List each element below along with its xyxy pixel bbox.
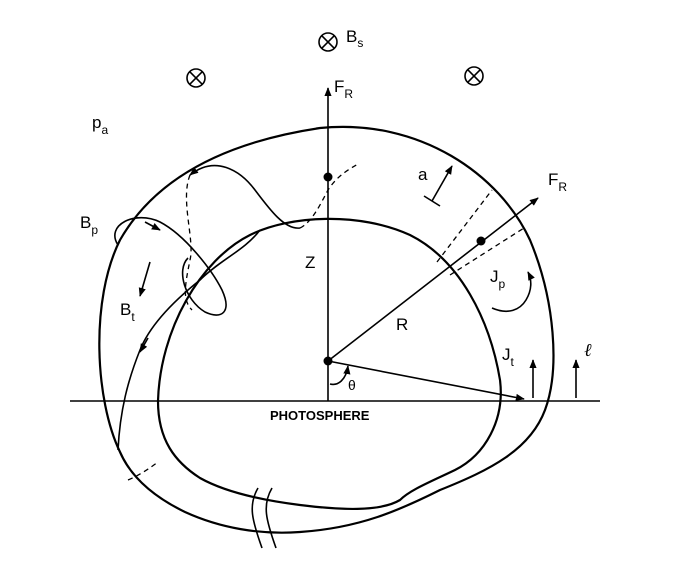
field-dash-upper-right (299, 163, 359, 229)
minor-dash-lower (449, 227, 525, 276)
label-b-p: Bp (80, 213, 98, 237)
label-b-s: Bs (346, 27, 363, 50)
r-line (327, 197, 539, 362)
label-p-a: pa (92, 113, 108, 137)
bp-arrow (144, 221, 161, 231)
bt-arrow (138, 261, 151, 297)
field-line-upper (189, 164, 301, 229)
label-photosphere: PHOTOSPHERE (270, 408, 370, 423)
break-line-left (251, 487, 263, 549)
top-dot (323, 172, 333, 182)
circled-times-icon (464, 66, 484, 86)
label-r: R (396, 315, 408, 334)
field-dash-bottom (127, 461, 159, 481)
label-f-r-top: FR (334, 77, 353, 101)
right-dot (476, 236, 486, 246)
minor-dash-upper (436, 189, 493, 263)
label-f-r-right: FR (548, 170, 567, 194)
theta-arc (329, 365, 351, 386)
a-tick (423, 195, 441, 207)
field-arrow-lower (139, 337, 149, 353)
label-z: Z (305, 253, 315, 272)
label-theta: θ (348, 377, 356, 393)
label-b-t: Bt (120, 300, 135, 324)
theta-line (327, 360, 525, 401)
circled-times-icon (318, 32, 338, 52)
outer-boundary (98, 125, 555, 534)
field-dash-left (184, 174, 193, 311)
break-line-right (265, 487, 277, 549)
a-indicator (431, 165, 453, 202)
inner-boundary (156, 217, 502, 511)
jp-loop (491, 271, 535, 312)
bp-loop (114, 217, 227, 316)
label-ell: ℓ (584, 340, 592, 360)
label-a: a (418, 165, 428, 184)
label-j-p: Jp (490, 267, 506, 291)
helical-field-line (117, 229, 261, 451)
label-j-t: Jt (502, 345, 515, 369)
circled-times-icon (186, 68, 206, 88)
